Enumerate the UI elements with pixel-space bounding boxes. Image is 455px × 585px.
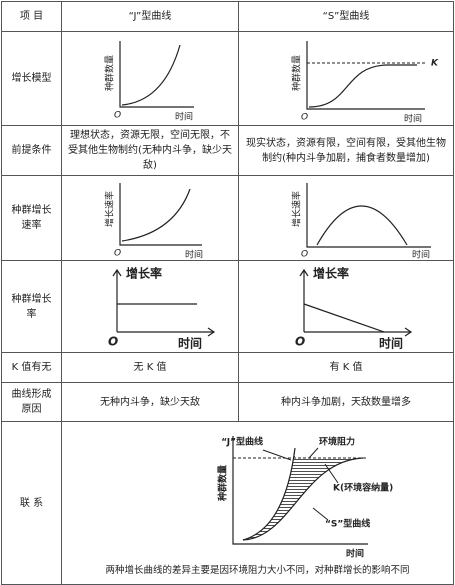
curve [308, 63, 417, 108]
text-cell: 现实状态，资源有限，空间有限，受其他生物制约(种内斗争加剧，捕食者数量增加) [238, 125, 454, 176]
curve [121, 188, 191, 242]
j-rate-graph: 增长速率 O 时间 [104, 182, 203, 260]
s-ratio-graph: 增长率 O 时间 [295, 265, 413, 350]
j-curve [242, 447, 296, 541]
text-cell: 有 K 值 [238, 352, 454, 383]
graph-cell: 种群数量 K O 时间 [238, 31, 454, 126]
j-ratio-graph: 增长率 O 时间 [108, 265, 216, 350]
row: 种群增长率 增长率 O 时间 增长率 O 时间 [1, 260, 454, 353]
graph-cell: 种群数量 O 时间 [61, 31, 239, 126]
pointer [262, 449, 291, 461]
pointer [312, 507, 328, 521]
row-label: 种群增长速率 [1, 175, 62, 261]
origin: O [301, 112, 308, 122]
x-label: 时间 [175, 110, 193, 122]
curve [303, 302, 385, 333]
row-label: 联 系 [1, 421, 62, 585]
row: 联 系 种群数量 “J”型曲线 环境阻力 K [1, 421, 454, 585]
text-cell: 无 K 值 [61, 352, 239, 383]
axes [231, 435, 368, 545]
y-label: 增长速率 [291, 190, 303, 226]
header-row: 项 目 “J”型曲线 “S”型曲线 [1, 1, 454, 32]
axes [119, 40, 194, 108]
k-label: K(环境容纳量) [333, 481, 393, 493]
x-label: 时间 [185, 248, 203, 260]
axes [112, 268, 216, 336]
curve [316, 205, 408, 245]
resistance-label: 环境阻力 [319, 435, 355, 447]
graph-cell: 增长率 O 时间 [238, 260, 454, 353]
y-label: 增长率 [126, 265, 162, 280]
curve [121, 44, 181, 106]
origin: O [295, 334, 305, 348]
row: 前提条件 理想状态，资源无限，空间无限，不受其他生物制约(无种内斗争，缺少天敌)… [1, 125, 454, 176]
pointer [324, 463, 338, 484]
s-growth-graph: 种群数量 K O 时间 [291, 40, 439, 124]
header-cell: “S”型曲线 [238, 1, 454, 32]
j-growth-graph: 种群数量 O 时间 [104, 40, 194, 122]
x-label: 时间 [379, 335, 403, 350]
s-curve [242, 457, 363, 541]
k-label: K [431, 58, 439, 68]
caption: 两种增长曲线的差异主要是因环境阻力大小不同，对种群增长的影响不同 [105, 564, 410, 576]
y-label: 种群数量 [291, 54, 303, 90]
axes [306, 40, 425, 110]
text-cell: 理想状态，资源无限，空间无限，不受其他生物制约(无种内斗争，缺少天敌) [61, 125, 239, 176]
x-label: 时间 [345, 547, 363, 559]
header-cell: “J”型曲线 [61, 1, 239, 32]
origin: O [114, 248, 121, 258]
graph-cell: 增长速率 O 时间 [61, 175, 239, 261]
axes [119, 182, 202, 246]
y-label: 种群数量 [216, 465, 228, 502]
row: 增长模型 种群数量 O 时间 种群数量 K O 时间 [1, 31, 454, 126]
x-label: 时间 [412, 248, 430, 260]
s-rate-graph: 增长速率 O 时间 [291, 182, 431, 260]
origin: O [301, 249, 308, 259]
row: 种群增长速率 增长速率 O 时间 增长速率 O 时间 [1, 175, 454, 261]
y-label: 增长率 [313, 265, 349, 280]
y-label: 增长速率 [104, 190, 116, 226]
pointer [308, 447, 318, 459]
axes [306, 182, 431, 248]
row-label: 曲线形成原因 [1, 382, 62, 422]
row: K 值有无 无 K 值 有 K 值 [1, 352, 454, 383]
origin: O [108, 334, 118, 348]
relation-diagram: 种群数量 “J”型曲线 环境阻力 K(环境容纳量) “S”型曲线 时间 [216, 435, 393, 559]
x-label: 时间 [178, 335, 202, 350]
row-label: 种群增长率 [1, 260, 62, 353]
s-label: “S”型曲线 [325, 517, 370, 529]
x-label: 时间 [404, 112, 422, 124]
text-cell: 无种内斗争，缺少天敌 [61, 382, 239, 422]
diagram-cell: 种群数量 “J”型曲线 环境阻力 K(环境容纳量) “S”型曲线 时间 两种增长… [61, 421, 454, 585]
text-cell: 种内斗争加剧，天敌数量增多 [238, 382, 454, 422]
row-label: 增长模型 [1, 31, 62, 126]
graph-cell: 增长率 O 时间 [61, 260, 239, 353]
j-label: “J”型曲线 [221, 435, 263, 447]
origin: O [114, 110, 121, 120]
row: 曲线形成原因 无种内斗争，缺少天敌 种内斗争加剧，天敌数量增多 [1, 382, 454, 422]
row-label: 前提条件 [1, 125, 62, 176]
header-cell: 项 目 [1, 1, 62, 32]
axes [299, 268, 413, 336]
y-label: 种群数量 [104, 54, 116, 90]
row-label: K 值有无 [1, 352, 62, 383]
graph-cell: 增长速率 O 时间 [238, 175, 454, 261]
